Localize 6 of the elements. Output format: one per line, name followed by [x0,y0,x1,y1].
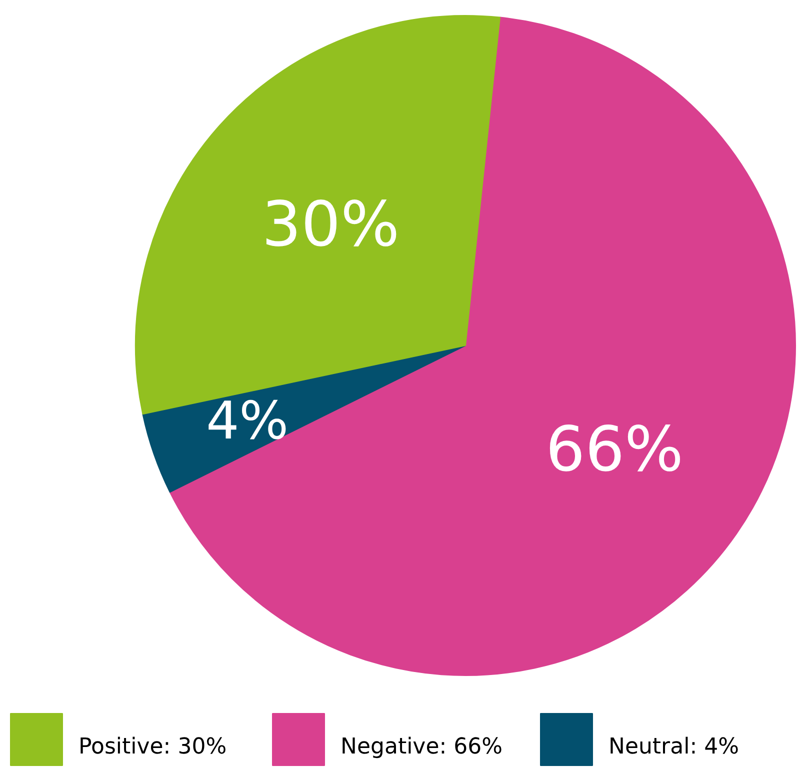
data-label: 66% [546,412,684,486]
data-label: 30% [262,188,400,261]
data-label: 4% [206,391,289,452]
legend-label: Positive: 30% [78,734,227,760]
legend-label: Negative: 66% [340,734,503,760]
legend-label: Neutral: 4% [608,734,740,760]
